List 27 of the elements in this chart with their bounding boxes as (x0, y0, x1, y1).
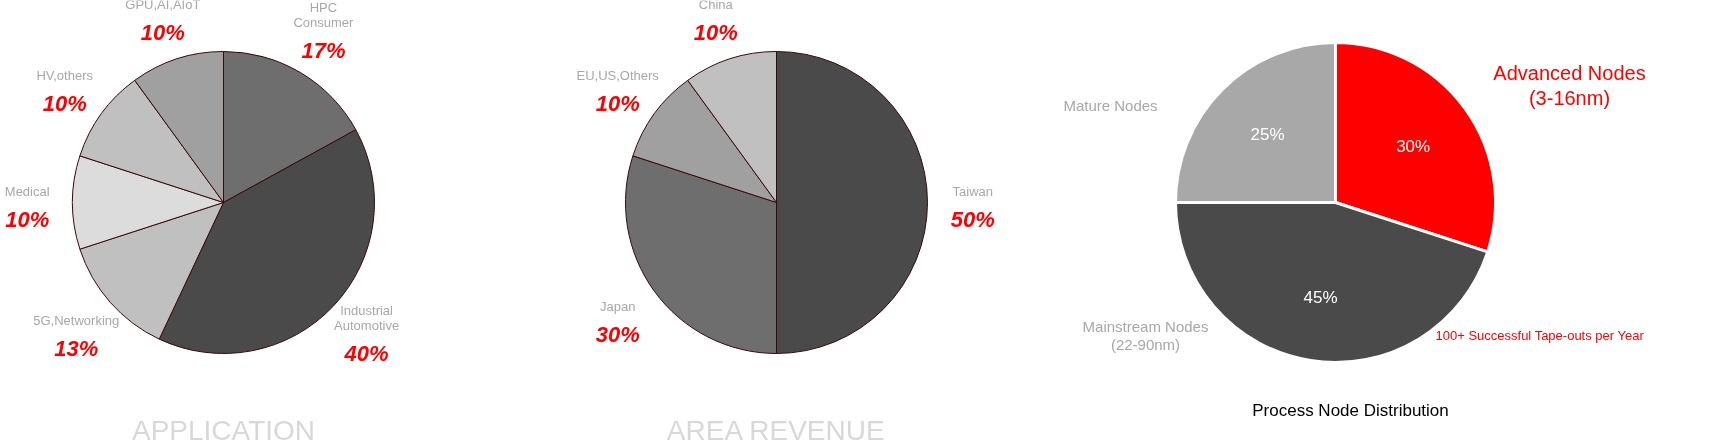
data-label: 10% (595, 91, 640, 117)
data-label: 13% (54, 336, 99, 362)
slice-label: EU,US,Others (576, 68, 660, 84)
data-label: 30% (595, 321, 640, 347)
slice-label: Taiwan (952, 183, 994, 199)
data-label: 10% (5, 206, 50, 232)
data-label: 25% (1250, 125, 1285, 145)
slice-label: Advanced Nodes (3-16nm) (1493, 62, 1646, 109)
slice-label: Japan (599, 298, 636, 314)
data-label: 10% (140, 19, 185, 45)
data-label: 17% (301, 37, 346, 63)
data-label: 40% (343, 340, 389, 366)
data-label: 45% (1303, 287, 1338, 307)
data-label: 50% (950, 206, 995, 232)
slice-label: Industrial Automotive (334, 302, 400, 333)
text: Process Node Distribution (1252, 401, 1449, 420)
slice-label: GPU,AI,AIoT (125, 0, 201, 12)
data-label: 10% (42, 91, 87, 117)
slice-label: HPC Consumer (293, 0, 355, 30)
slice-label: 5G,Networking (33, 313, 120, 329)
data-label: 10% (693, 19, 738, 45)
slice-label: Medical (4, 183, 50, 199)
slice-label: Mature Nodes (1063, 97, 1158, 114)
slice-label: HV,others (36, 68, 94, 84)
data-label: 30% (1396, 136, 1431, 156)
slice-label: Mainstream Nodes (22-90nm) (1082, 317, 1209, 354)
text: 100+ Successful Tape-outs per Year (1435, 328, 1645, 343)
